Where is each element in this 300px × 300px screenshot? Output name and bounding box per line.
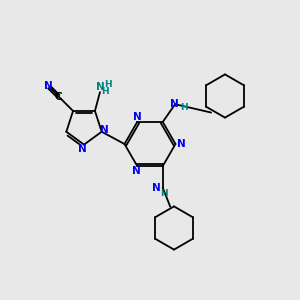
Text: H: H [180,103,188,112]
Text: N: N [152,183,161,193]
Text: N: N [77,144,86,154]
Text: N: N [44,81,53,91]
Text: H: H [160,189,168,198]
Text: N: N [132,166,141,176]
Text: C: C [54,92,62,102]
Text: N: N [100,125,109,135]
Text: N: N [170,99,179,109]
Text: H: H [105,80,112,88]
Text: N: N [133,112,142,122]
Text: N: N [96,82,105,92]
Text: H: H [102,87,109,96]
Text: N: N [176,139,185,149]
